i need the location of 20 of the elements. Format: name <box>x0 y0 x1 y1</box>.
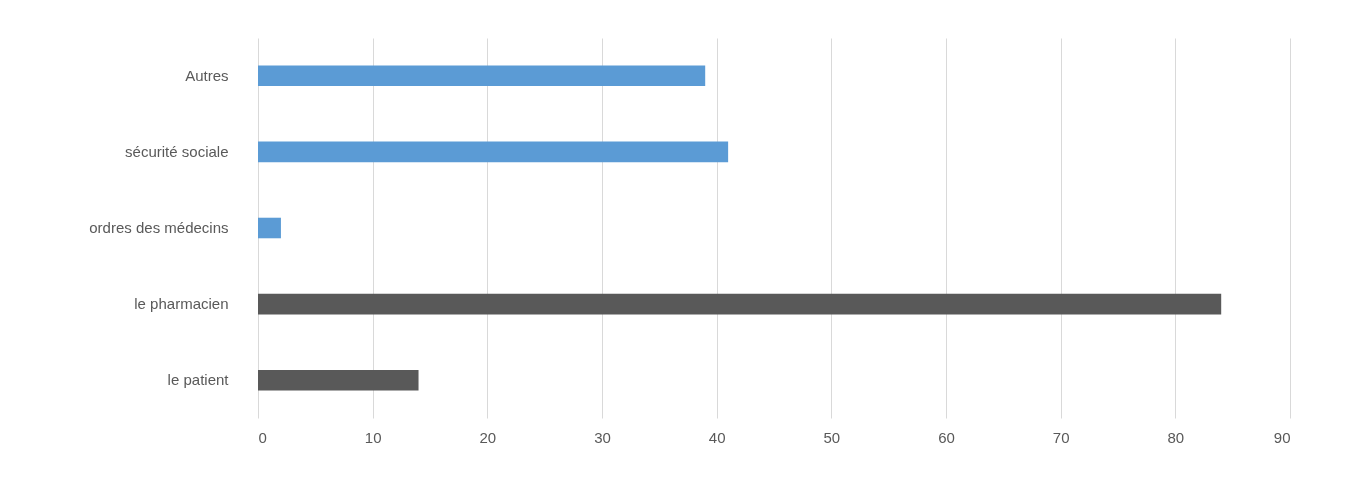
x-tick-label: 40 <box>708 428 726 446</box>
x-tick-label: 0 <box>258 428 267 446</box>
x-tick-label: 90 <box>1273 428 1291 446</box>
x-tick-label: 80 <box>1167 428 1185 446</box>
x-tick-label: 20 <box>479 428 497 446</box>
y-tick-label: ordres des médecins <box>89 219 229 236</box>
bar <box>258 370 419 391</box>
x-tick-label: 10 <box>364 428 382 446</box>
bar <box>258 65 706 86</box>
bar <box>258 141 729 163</box>
bar <box>258 293 1222 315</box>
x-tick-label: 50 <box>823 428 841 446</box>
y-tick-label: le patient <box>167 371 230 389</box>
x-tick-label: 70 <box>1052 428 1070 446</box>
bar <box>258 217 281 239</box>
y-tick-label: le pharmacien <box>134 295 229 313</box>
x-tick-label: 30 <box>594 428 611 446</box>
y-tick-label: Autres <box>185 66 229 84</box>
x-tick-label: 60 <box>938 428 955 446</box>
y-tick-label: sécurité sociale <box>125 142 229 160</box>
